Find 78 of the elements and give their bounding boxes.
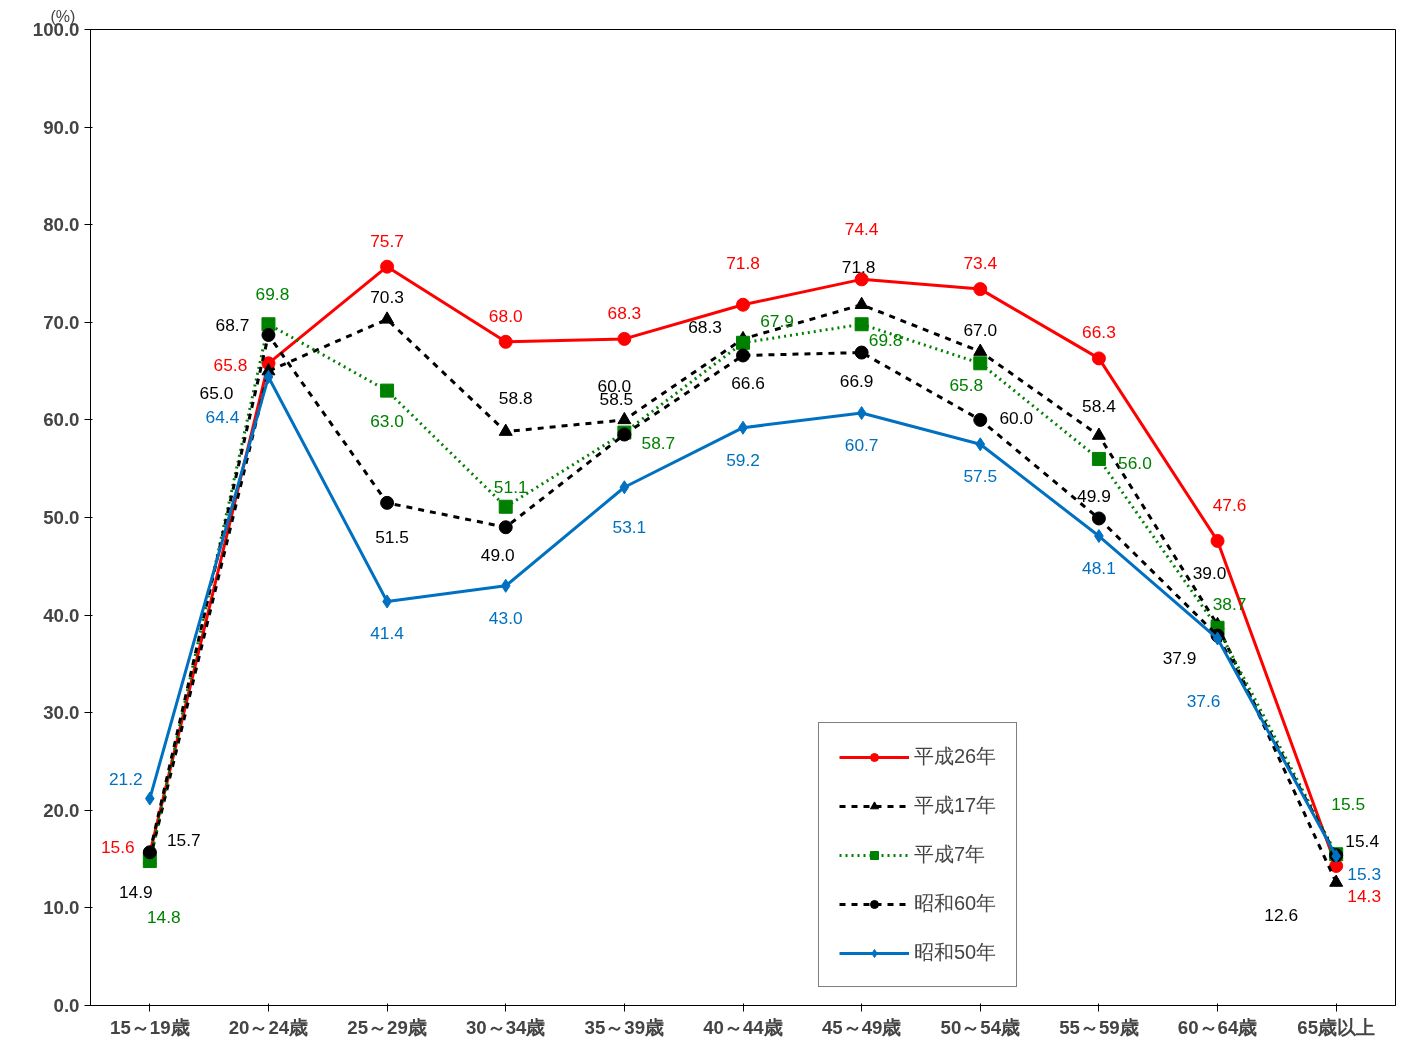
data-label: 21.2: [108, 768, 143, 789]
data-label: 37.6: [1186, 690, 1221, 711]
data-label: 51.5: [375, 526, 409, 547]
data-label: 68.7: [215, 314, 250, 335]
data-label: 70.3: [370, 287, 404, 308]
x-tick-label: 60～64歳: [1177, 1016, 1258, 1038]
data-label: 68.3: [607, 302, 642, 323]
data-label: 60.7: [844, 435, 879, 456]
y-tick-label: 0.0: [53, 995, 80, 1016]
data-label: 37.9: [1162, 647, 1197, 668]
data-label: 66.6: [731, 373, 765, 394]
x-tick-label: 40～44歳: [703, 1016, 783, 1038]
legend-label: 昭和60年: [914, 891, 997, 916]
data-label: 63.0: [370, 410, 404, 431]
data-label: 15.5: [1331, 794, 1366, 815]
data-label: 69.8: [868, 330, 903, 351]
y-tick-label: 30.0: [43, 702, 80, 724]
data-label: 49.9: [1077, 486, 1111, 507]
data-label: 58.7: [641, 432, 676, 453]
y-tick-label: 20.0: [43, 799, 80, 821]
x-tick-label: 35～39歳: [584, 1016, 665, 1038]
x-tick-label: 65歳以上: [1297, 1016, 1376, 1038]
data-label: 58.4: [1082, 395, 1117, 416]
data-label: 56.0: [1118, 452, 1152, 473]
data-label: 66.3: [1082, 322, 1116, 343]
data-label: 47.6: [1212, 494, 1247, 515]
legend-label: 昭和50年: [914, 940, 997, 965]
data-label: 48.1: [1082, 558, 1116, 579]
x-tick-label: 50～54歳: [940, 1016, 1021, 1038]
y-tick-label: 40.0: [43, 604, 80, 626]
data-label: 74.4: [844, 219, 879, 240]
data-label: 71.8: [726, 252, 760, 273]
data-label: 65.8: [213, 355, 248, 376]
x-tick-label: 30～34歳: [465, 1016, 546, 1038]
data-label: 68.3: [688, 316, 722, 337]
data-label: 15.4: [1345, 831, 1380, 852]
x-tick-label: 55～59歳: [1059, 1016, 1139, 1038]
data-label: 65.0: [199, 383, 234, 404]
legend-label: 平成7年: [914, 842, 986, 867]
data-label: 65.8: [949, 375, 984, 396]
data-label: 15.3: [1347, 864, 1382, 885]
y-tick-label: 10.0: [43, 897, 80, 919]
legend-label: 平成17年: [914, 793, 997, 818]
data-label: 59.2: [726, 449, 760, 470]
y-tick-label: 80.0: [43, 214, 80, 236]
y-tick-label: 50.0: [43, 507, 80, 528]
data-label: 43.0: [488, 607, 523, 628]
data-label: 14.8: [146, 907, 181, 928]
data-label: 41.4: [370, 623, 405, 644]
y-tick-label: 60.0: [43, 409, 80, 431]
data-label: 71.8: [841, 256, 876, 277]
data-label: 75.7: [370, 230, 404, 251]
x-tick-label: 45～49歳: [821, 1016, 902, 1038]
y-tick-label: 70.0: [43, 311, 80, 333]
data-label: 66.9: [839, 370, 874, 391]
data-label: 14.9: [118, 882, 153, 903]
data-label: 39.0: [1192, 562, 1227, 583]
data-label: 67.0: [963, 319, 998, 340]
legend-label: 平成26年: [914, 744, 997, 769]
x-tick-label: 20～24歳: [228, 1016, 309, 1038]
x-tick-label: 15～19歳: [110, 1016, 190, 1038]
data-label: 51.1: [493, 476, 528, 497]
data-label: 64.4: [205, 406, 240, 427]
data-label: 60.0: [999, 407, 1034, 428]
data-label: 15.6: [100, 837, 135, 858]
data-label: 68.0: [488, 305, 523, 326]
data-label: 12.6: [1264, 904, 1299, 925]
data-label: 67.9: [760, 310, 794, 331]
x-tick-label: 25～29歳: [347, 1016, 427, 1038]
data-label: 49.0: [480, 545, 515, 566]
y-tick-label: 90.0: [43, 116, 80, 138]
data-label: 53.1: [612, 517, 647, 538]
data-label: 69.8: [255, 284, 290, 305]
data-label: 58.8: [498, 387, 533, 408]
data-label: 14.3: [1347, 885, 1382, 906]
data-label: 15.7: [166, 830, 201, 851]
data-label: 73.4: [963, 253, 998, 274]
data-label: 57.5: [963, 466, 998, 487]
